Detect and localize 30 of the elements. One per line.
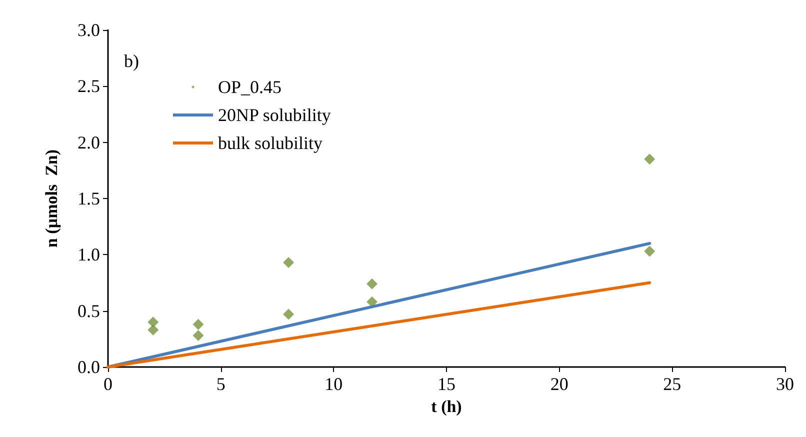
point bbox=[644, 154, 656, 165]
y-tick-label: 1.5 bbox=[78, 188, 100, 208]
x-tick-label: 5 bbox=[216, 374, 226, 394]
x-tick-label: 25 bbox=[663, 374, 682, 394]
x-tick-label: 30 bbox=[776, 374, 794, 394]
point bbox=[283, 308, 294, 320]
y-tick-label: 3.0 bbox=[78, 20, 100, 40]
y-tick-label: 0.5 bbox=[78, 300, 100, 321]
point bbox=[192, 318, 204, 330]
x-tick-label: 0 bbox=[104, 374, 112, 394]
legend-label: OP_0.45 bbox=[218, 77, 282, 97]
x-tick-label: 10 bbox=[324, 374, 343, 394]
y-tick-label: 0.0 bbox=[78, 357, 100, 377]
x-tick-label: 20 bbox=[550, 374, 568, 394]
y-tick-label: 2.5 bbox=[78, 76, 100, 96]
point bbox=[148, 316, 159, 328]
point bbox=[644, 246, 656, 257]
point bbox=[148, 324, 159, 336]
point bbox=[366, 296, 378, 308]
y-tick-label: 2.0 bbox=[78, 132, 100, 152]
annotation: b) bbox=[124, 51, 139, 71]
y-axis-title: n (µmols Zn) bbox=[42, 149, 61, 248]
point bbox=[366, 278, 378, 290]
point bbox=[283, 257, 294, 268]
legend-label: 20NP solubility bbox=[218, 105, 331, 125]
x-tick-label: 15 bbox=[438, 374, 456, 394]
x-axis-title: t (h) bbox=[431, 396, 462, 416]
point bbox=[192, 330, 204, 342]
y-tick-label: 1.0 bbox=[78, 244, 100, 265]
legend-label: bulk solubility bbox=[218, 133, 323, 153]
